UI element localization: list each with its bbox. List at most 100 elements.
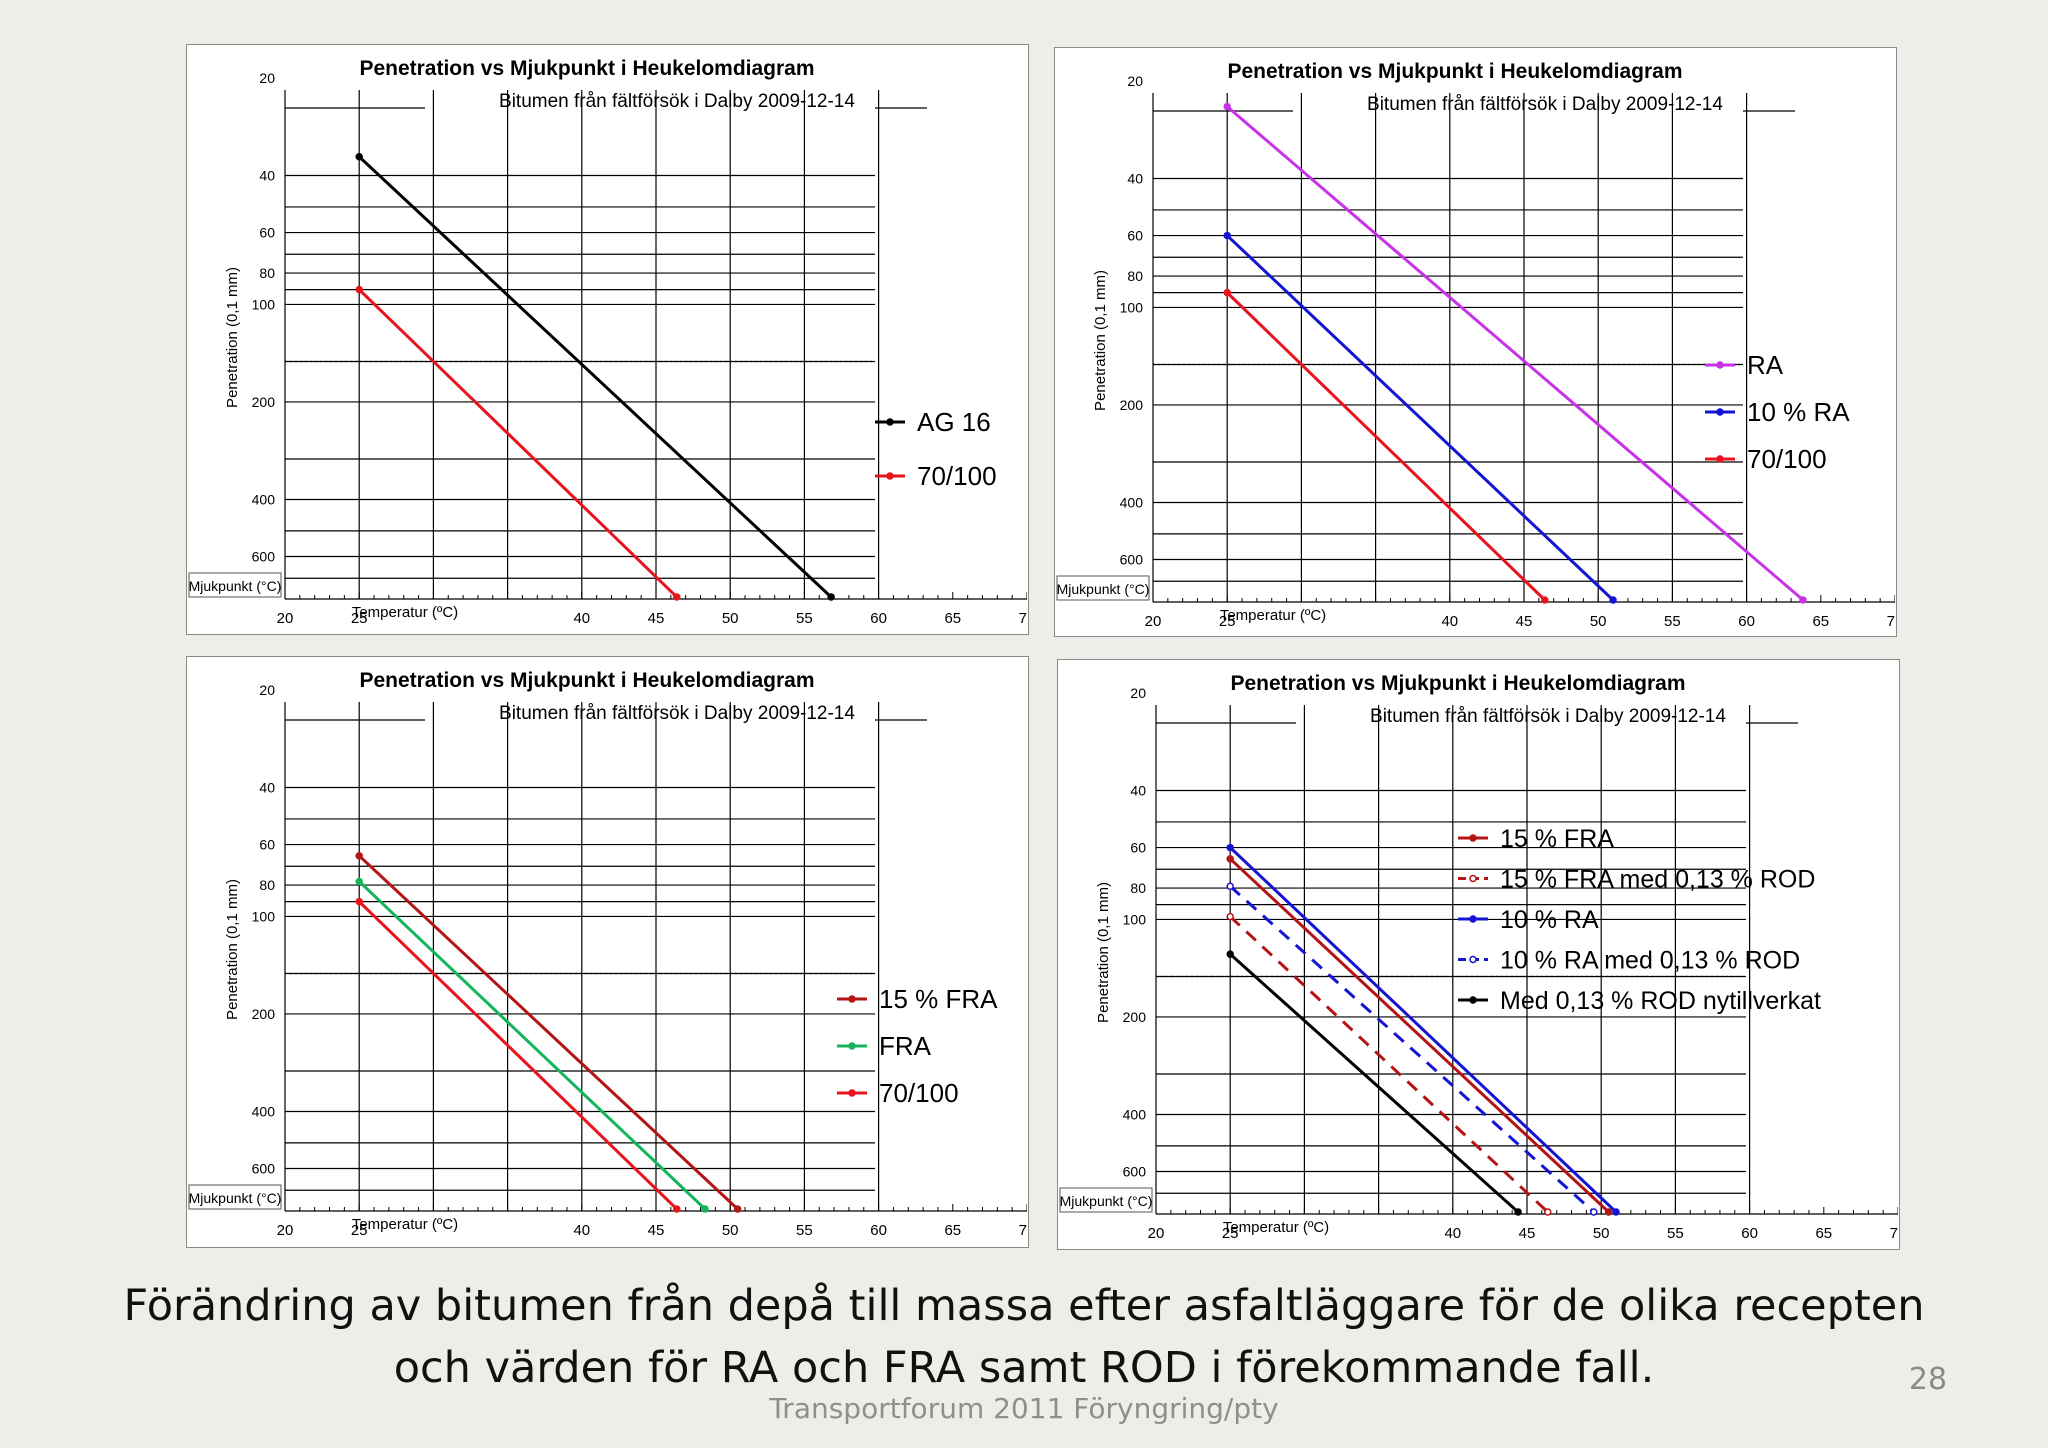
c2-xtick-0: 20 <box>1145 613 1162 630</box>
c2-ytick-4: 100 <box>1120 299 1144 315</box>
c3-ylabel: Penetration (0,1 mm) <box>224 879 241 1020</box>
c4-mjukpunkt-label: Mjukpunkt (°C) <box>1060 1193 1153 1209</box>
c1-ytick-6: 400 <box>252 491 276 507</box>
c4-ylabel: Penetration (0,1 mm) <box>1095 882 1112 1023</box>
caption-line-2: och värden för RA och FRA samt ROD i för… <box>393 1343 1655 1393</box>
c4-series-point-end-0 <box>1604 1208 1613 1216</box>
c3-xtick-5: 50 <box>722 1222 739 1239</box>
c3-xlabel: Temperatur (ºC) <box>352 1216 458 1233</box>
c3-xtick-9: 70 <box>1019 1222 1027 1239</box>
c3-x-minor-ticks <box>284 1204 1027 1211</box>
c4-legend: 15 % FRA 15 % FRA med 0,13 % ROD 10 % RA 10… <box>1458 825 1821 1015</box>
c3-series-point-start-0 <box>355 852 363 860</box>
c4-series-line-3 <box>1229 885 1595 1214</box>
c2-ytick-0: 20 <box>1127 73 1143 89</box>
c3-legend-marker-0 <box>848 995 856 1003</box>
c4-x-minor-ticks <box>1155 1207 1898 1214</box>
c3-mjukpunkt-box <box>188 1184 282 1210</box>
c2-series-point-end-1 <box>1609 596 1617 604</box>
c4-ytick-3: 80 <box>1130 880 1146 896</box>
c4-legend-marker-3 <box>1469 955 1477 964</box>
c4-mjukpunkt-box <box>1059 1187 1153 1213</box>
c3-series-line-2 <box>358 900 678 1211</box>
c3-ytick-3: 80 <box>259 877 275 893</box>
page-number: 28 <box>1908 1362 1948 1397</box>
c4-series-point-start-3 <box>1226 882 1234 891</box>
c4-series-line-0 <box>1229 857 1610 1214</box>
c1-ytick-0: 20 <box>259 70 275 86</box>
c4-series-point-end-3 <box>1590 1208 1598 1216</box>
c2-ytick-7: 600 <box>1120 552 1144 568</box>
c4-xtick-4: 45 <box>1519 1225 1536 1242</box>
c1-grid <box>284 90 927 599</box>
c1-xtick-7: 60 <box>870 610 887 627</box>
c3-ytick-4: 100 <box>252 908 276 924</box>
c2-legend-label-2: 70/100 <box>1747 444 1827 474</box>
c2-xtick-5: 50 <box>1590 613 1607 630</box>
c1-ytick-4: 100 <box>252 296 276 312</box>
c2-ytick-2: 60 <box>1127 228 1143 244</box>
c4-legend-marker-4 <box>1469 996 1477 1004</box>
c4-ytick-1: 40 <box>1130 783 1146 799</box>
c2-xtick-8: 65 <box>1812 613 1829 630</box>
c4-xtick-1: 25 <box>1222 1225 1239 1242</box>
c4-series-point-start-4 <box>1226 950 1234 958</box>
c3-ytick-7: 600 <box>252 1161 276 1177</box>
c3-legend-label-0: 15 % FRA <box>879 984 998 1014</box>
c1-title: Penetration vs Mjukpunkt i Heukelomdiagr… <box>359 57 814 80</box>
c1-x-minor-ticks <box>284 592 1027 599</box>
c2-xtick-7: 60 <box>1738 613 1755 630</box>
c2-xtick-9: 70 <box>1887 613 1895 630</box>
c1-series-point-end-0 <box>827 593 835 601</box>
c3-legend-marker-2 <box>848 1089 856 1097</box>
c4-series-point-start-2 <box>1226 843 1234 852</box>
c3-ytick-2: 60 <box>259 837 275 853</box>
c4-xtick-6: 55 <box>1667 1225 1684 1242</box>
c3-series-point-start-2 <box>355 897 363 906</box>
c3-legend-marker-1 <box>848 1042 856 1050</box>
c4-legend-label-1: 15 % FRA med 0,13 % ROD <box>1500 866 1815 894</box>
c3-xtick-7: 60 <box>870 1222 887 1239</box>
slide-caption: Förändring av bitumen från depå till mas… <box>0 1275 2048 1399</box>
c2-subtitle: Bitumen från fältförsök i Dalby 2009-12-… <box>1367 94 1723 115</box>
c3-title: Penetration vs Mjukpunkt i Heukelomdiagr… <box>359 669 814 692</box>
c2-legend-label-0: RA <box>1747 350 1784 380</box>
c1-xtick-3: 40 <box>573 610 590 627</box>
c1-xtick-5: 50 <box>722 610 739 627</box>
c4-legend-label-4: Med 0,13 % ROD nytillverkat <box>1500 987 1821 1015</box>
c3-mjukpunkt-label: Mjukpunkt (°C) <box>189 1190 282 1206</box>
c3-xtick-3: 40 <box>573 1222 590 1239</box>
c2-xtick-1: 25 <box>1219 613 1236 630</box>
c4-legend-marker-2 <box>1469 915 1477 923</box>
c1-series-point-end-1 <box>673 593 681 601</box>
c2-xlabel: Temperatur (ºC) <box>1220 607 1326 624</box>
caption-line-1: Förändring av bitumen från depå till mas… <box>123 1281 1925 1331</box>
c2-xtick-6: 55 <box>1664 613 1681 630</box>
c2-legend: RA 10 % RA 70/100 <box>1705 350 1850 474</box>
c3-xtick-4: 45 <box>648 1222 665 1239</box>
chart-1: Penetration vs Mjukpunkt i Heukelomdiagr… <box>188 57 1027 627</box>
c1-ytick-1: 40 <box>259 168 275 184</box>
c1-legend: AG 16 70/100 <box>875 407 997 491</box>
c4-ytick-5: 200 <box>1123 1009 1147 1025</box>
c1-legend-marker-1 <box>886 472 894 480</box>
c3-ytick-5: 200 <box>252 1006 276 1022</box>
c4-xtick-9: 70 <box>1890 1225 1898 1242</box>
c2-mjukpunkt-box <box>1056 575 1150 601</box>
c1-subtitle: Bitumen från fältförsök i Dalby 2009-12-… <box>499 91 855 112</box>
chart-panel-2: Penetration vs Mjukpunkt i Heukelomdiagr… <box>1054 47 1897 637</box>
c2-legend-marker-1 <box>1716 408 1724 416</box>
c3-legend-label-1: FRA <box>879 1031 932 1061</box>
c3-subtitle: Bitumen från fältförsök i Dalby 2009-12-… <box>499 703 855 724</box>
c4-grid <box>1155 705 1798 1214</box>
chart-panel-1: Penetration vs Mjukpunkt i Heukelomdiagr… <box>186 44 1029 635</box>
c3-xtick-8: 65 <box>944 1222 961 1239</box>
c1-xtick-0: 20 <box>277 610 294 627</box>
c3-series-point-end-0 <box>733 1205 742 1213</box>
c4-ytick-4: 100 <box>1123 911 1147 927</box>
c4-ytick-2: 60 <box>1130 840 1146 856</box>
chart-2: Penetration vs Mjukpunkt i Heukelomdiagr… <box>1056 60 1895 630</box>
c1-ytick-5: 200 <box>252 394 276 410</box>
c2-ytick-3: 80 <box>1127 268 1143 284</box>
c4-xtick-7: 60 <box>1741 1225 1758 1242</box>
